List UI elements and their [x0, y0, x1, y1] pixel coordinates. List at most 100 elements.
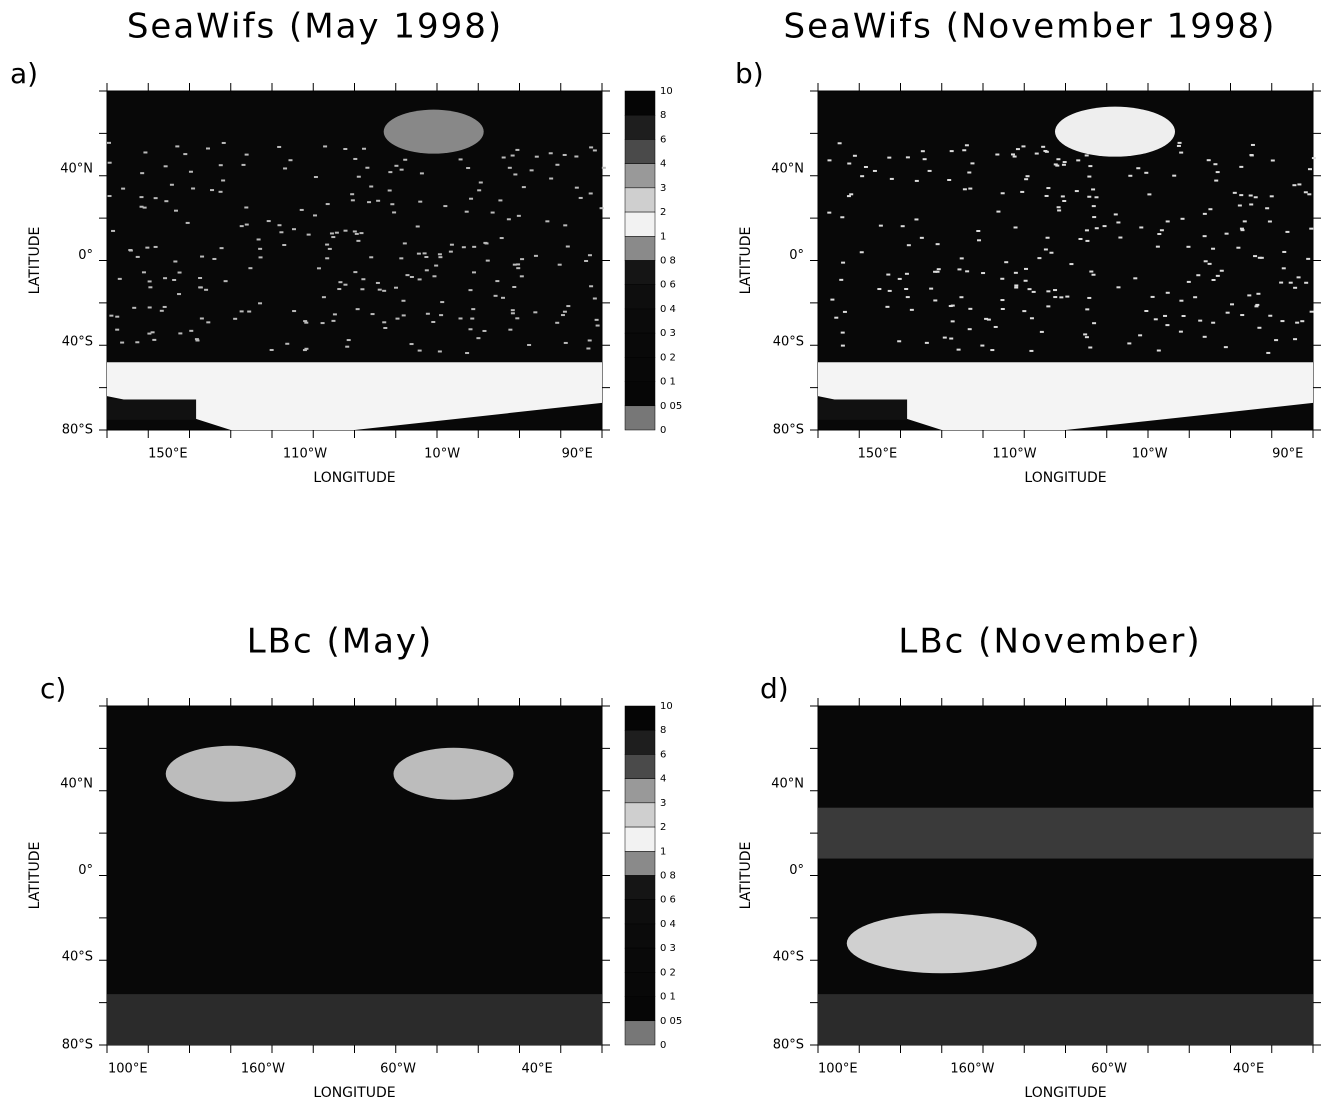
- speckle: [1281, 267, 1286, 270]
- x-tick-label: 60°W: [1091, 1062, 1127, 1077]
- speckle: [1087, 175, 1092, 178]
- speckle: [221, 179, 226, 182]
- speckle: [1084, 154, 1089, 157]
- speckle: [1224, 232, 1229, 235]
- speckle: [282, 244, 287, 247]
- speckle: [595, 324, 600, 327]
- speckle: [887, 156, 892, 159]
- speckle: [409, 275, 414, 278]
- speckle: [1293, 286, 1298, 289]
- speckle: [1177, 141, 1182, 144]
- speckle: [1089, 270, 1094, 273]
- colorbar-label: 6: [660, 749, 666, 760]
- speckle: [1118, 236, 1123, 239]
- speckle: [834, 316, 839, 319]
- speckle: [1240, 314, 1245, 317]
- speckle: [437, 253, 442, 256]
- speckle: [1239, 194, 1244, 197]
- speckle: [159, 309, 164, 312]
- speckle: [394, 164, 399, 167]
- colorbar-segment: [624, 187, 656, 213]
- speckle: [399, 257, 404, 260]
- speckle: [1208, 208, 1213, 211]
- speckle: [387, 189, 392, 192]
- speckle: [1288, 281, 1293, 284]
- ice-region: [107, 362, 602, 430]
- speckle: [897, 277, 902, 280]
- speckle: [424, 269, 429, 272]
- speckle: [942, 336, 947, 339]
- x-tick-label: 150°E: [148, 447, 188, 462]
- speckle: [545, 220, 550, 223]
- speckle: [1055, 164, 1060, 167]
- x-tick-label: 60°W: [380, 1062, 416, 1077]
- panel-label: d): [760, 672, 789, 705]
- speckle: [589, 285, 594, 288]
- y-tick-label: 0°: [789, 248, 804, 263]
- speckle: [905, 156, 910, 159]
- speckle: [534, 155, 539, 158]
- speckle: [840, 216, 845, 219]
- speckle: [145, 246, 150, 249]
- speckle: [1249, 203, 1254, 206]
- speckle: [327, 247, 332, 250]
- speckle: [563, 224, 568, 227]
- y-axis-label: LATITUDE: [738, 842, 754, 910]
- speckle: [198, 276, 203, 279]
- speckle: [241, 163, 246, 166]
- speckle: [1203, 260, 1208, 263]
- speckle: [449, 243, 454, 246]
- colorbar-segment: [624, 90, 656, 116]
- speckle: [1056, 158, 1061, 161]
- speckle: [206, 321, 211, 324]
- speckle: [377, 288, 382, 291]
- speckle: [432, 275, 437, 278]
- speckle: [392, 211, 397, 214]
- colorbar-label: 1: [660, 846, 666, 857]
- speckle: [485, 259, 490, 262]
- speckle: [1309, 310, 1314, 313]
- speckle: [369, 256, 374, 259]
- speckle: [313, 176, 318, 179]
- speckle: [1034, 152, 1039, 155]
- speckle: [827, 159, 832, 162]
- speckle: [1091, 205, 1096, 208]
- speckle: [188, 170, 193, 173]
- speckle: [1257, 326, 1262, 329]
- colorbar-label: 4: [660, 159, 666, 170]
- speckle: [1179, 151, 1184, 154]
- speckle: [401, 314, 406, 317]
- y-tick-label: 0°: [78, 248, 93, 263]
- speckle: [1266, 351, 1271, 354]
- speckle: [904, 287, 909, 290]
- speckle: [555, 163, 560, 166]
- speckle: [968, 187, 973, 190]
- speckle: [194, 338, 199, 341]
- speckle: [1256, 292, 1261, 295]
- speckle: [244, 206, 249, 209]
- colorbar-segment: [624, 139, 656, 164]
- speckle: [1150, 295, 1155, 298]
- speckle: [1074, 190, 1079, 193]
- speckle: [1010, 153, 1015, 156]
- speckle: [470, 317, 475, 320]
- speckle: [277, 145, 282, 148]
- speckle: [520, 258, 525, 261]
- band: [818, 807, 1313, 859]
- speckle: [516, 214, 521, 217]
- speckle: [1092, 322, 1097, 325]
- speckle: [416, 252, 421, 255]
- speckle: [458, 158, 463, 161]
- speckle: [369, 185, 374, 188]
- speckle: [840, 344, 845, 347]
- speckle: [589, 146, 594, 149]
- speckle: [471, 308, 476, 311]
- speckle: [877, 288, 882, 291]
- speckle: [345, 345, 350, 348]
- speckle: [1237, 204, 1242, 207]
- speckle: [1062, 200, 1067, 203]
- speckle: [219, 247, 224, 250]
- speckle: [984, 317, 989, 320]
- speckle: [970, 162, 975, 165]
- speckle: [304, 321, 309, 324]
